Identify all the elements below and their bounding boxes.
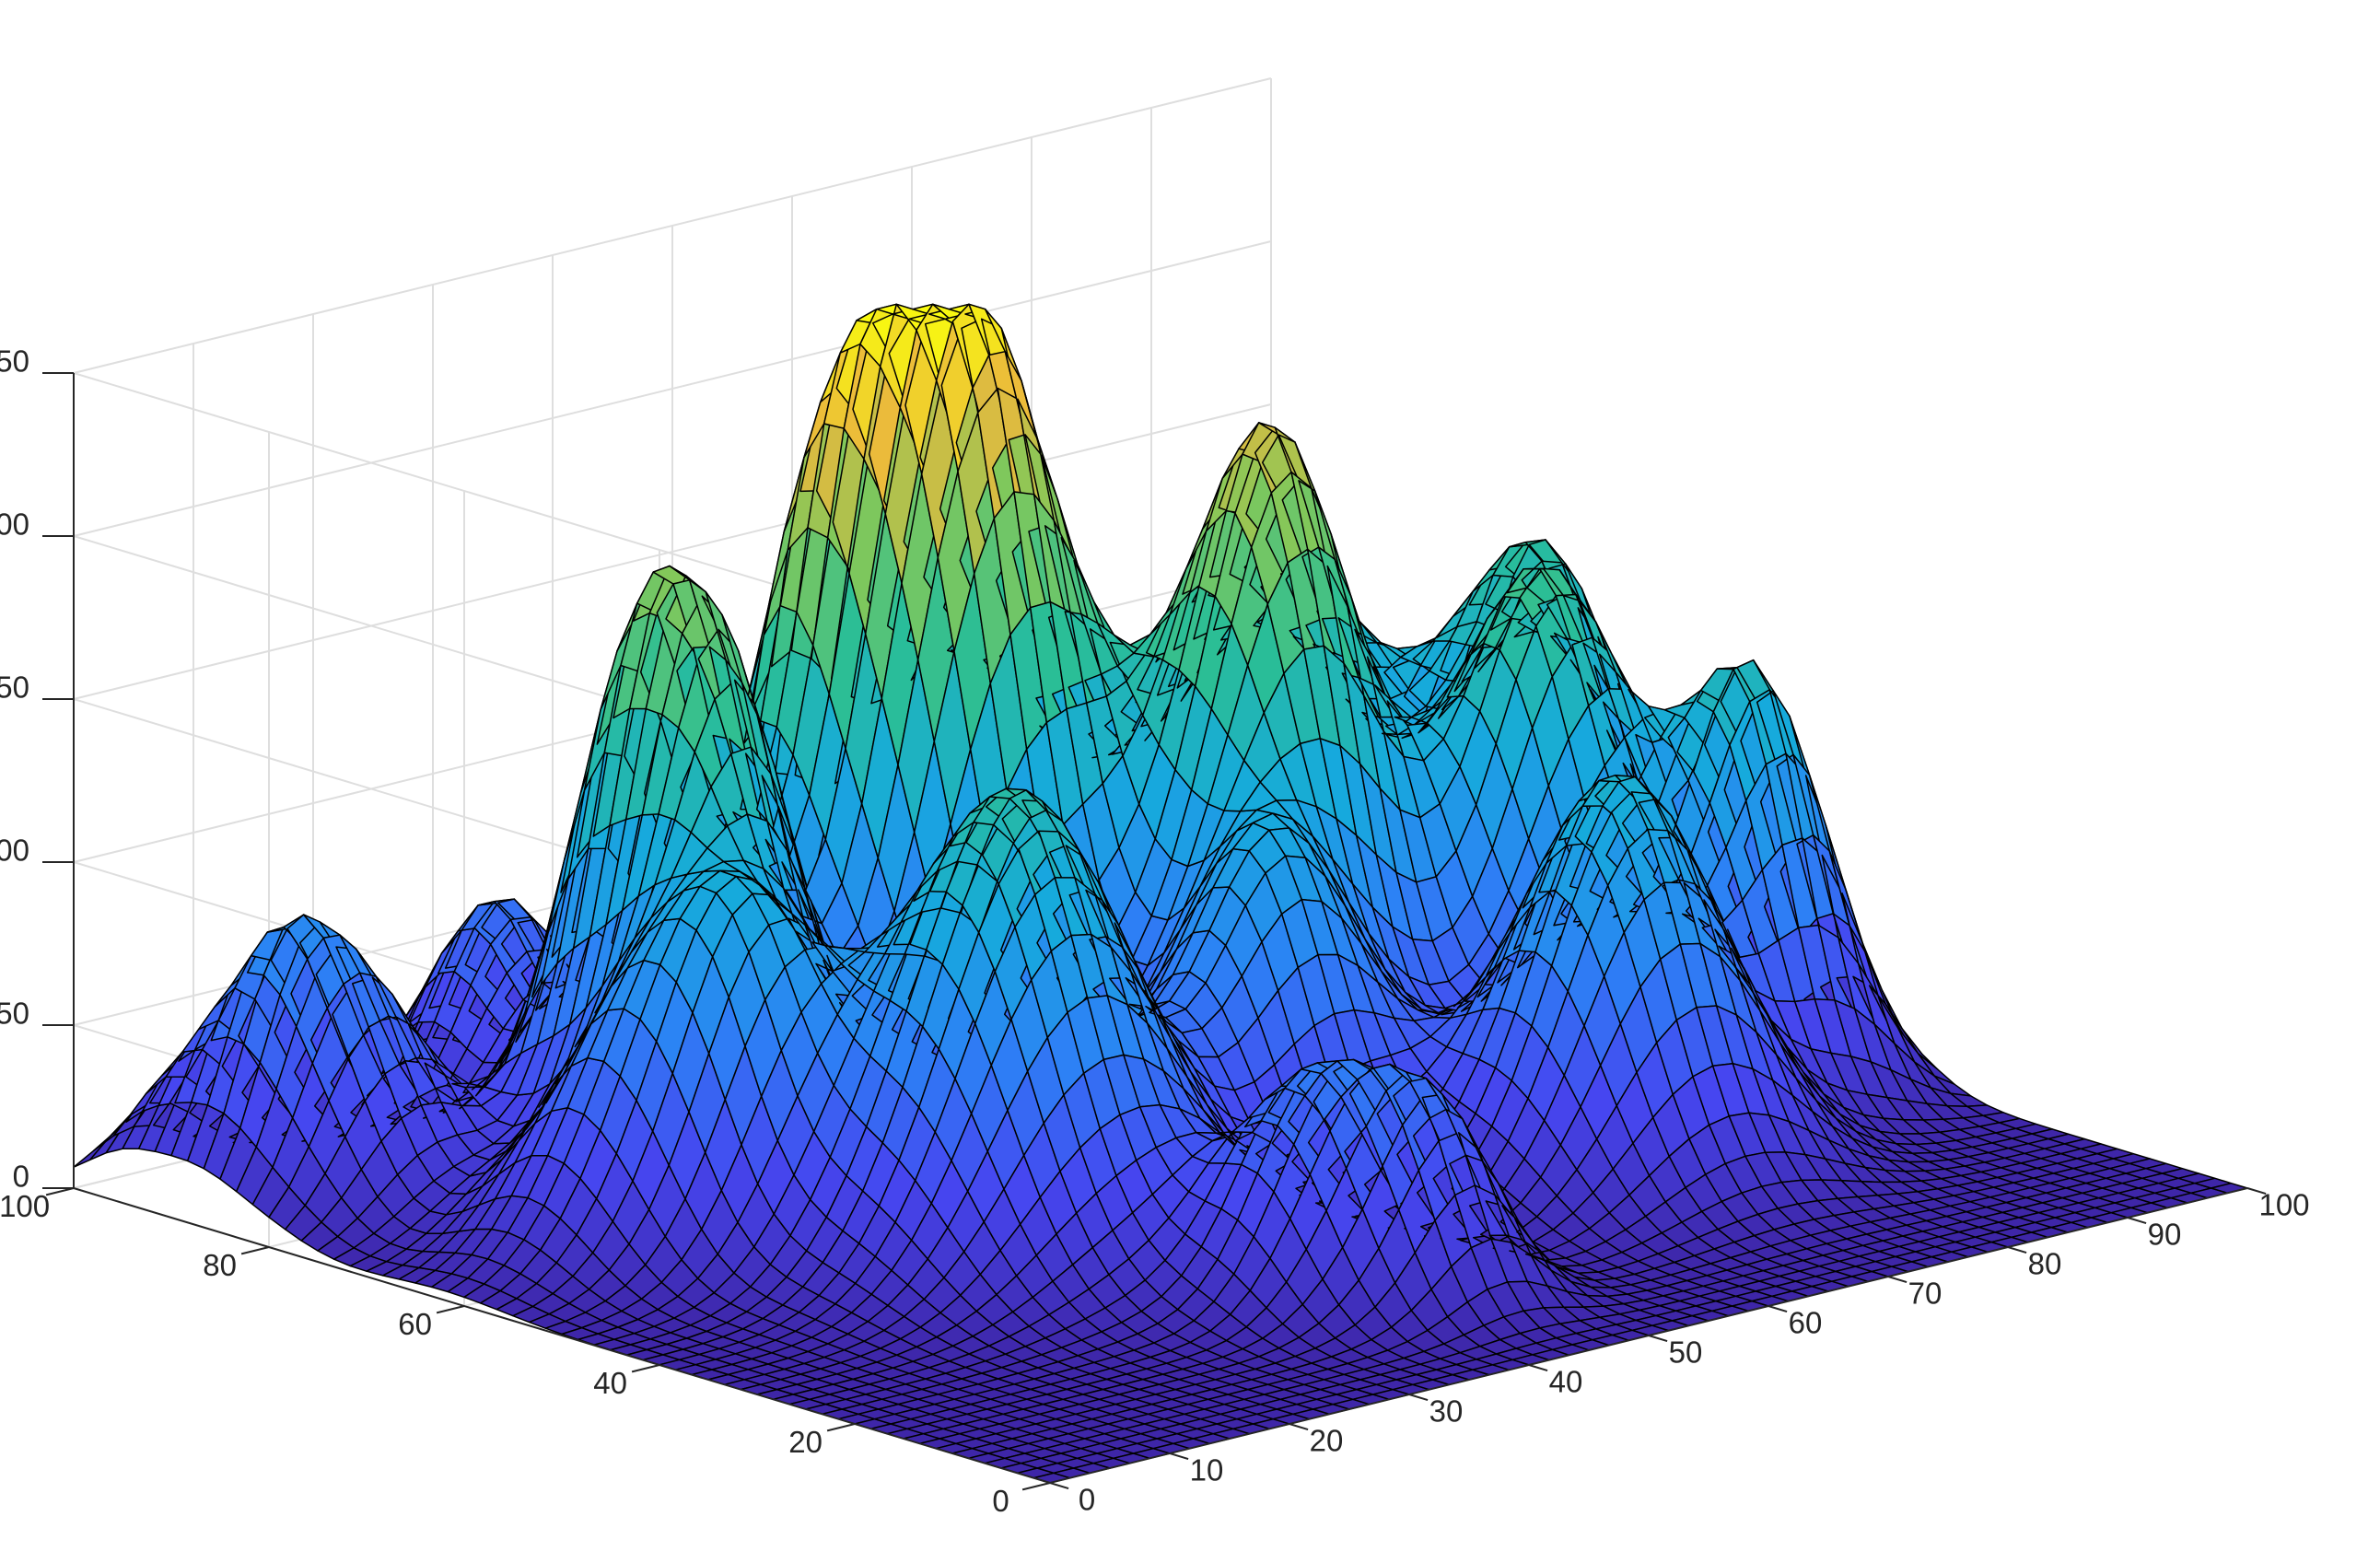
x-tick-label: 70 (1908, 1277, 1942, 1311)
x-tick (2007, 1246, 2027, 1254)
x-tick-label: 20 (1310, 1424, 1344, 1458)
z-tick-label: 50 (0, 997, 29, 1031)
y-tick (436, 1305, 465, 1314)
y-tick-label: 60 (398, 1307, 432, 1341)
x-tick (1528, 1364, 1548, 1372)
x-tick (1648, 1335, 1668, 1343)
surface (73, 303, 2248, 1484)
x-tick-label: 100 (2258, 1188, 2309, 1222)
y-axis-line (73, 1187, 1051, 1484)
x-tick-label: 10 (1190, 1453, 1224, 1487)
y-tick-label: 20 (788, 1425, 822, 1459)
y-tick (240, 1246, 270, 1255)
y-tick (45, 1187, 75, 1196)
y-tick-label: 40 (593, 1366, 627, 1400)
z-tick-label: 250 (0, 344, 29, 379)
x-tick-label: 60 (1789, 1306, 1823, 1340)
x-tick-label: 50 (1669, 1336, 1703, 1370)
z-tick-label: 0 (13, 1160, 29, 1194)
y-tick-label: 100 (0, 1189, 50, 1223)
x-tick (1768, 1305, 1788, 1313)
x-tick-label: 30 (1429, 1394, 1464, 1429)
z-tick-label: 150 (0, 671, 29, 705)
x-tick (1049, 1482, 1069, 1490)
x-tick-label: 0 (1079, 1483, 1095, 1517)
x-tick-label: 90 (2148, 1218, 2182, 1252)
x-tick-label: 80 (2028, 1247, 2062, 1281)
y-tick-label: 0 (992, 1484, 1009, 1518)
x-tick-label: 40 (1549, 1365, 1583, 1399)
x-tick (1408, 1394, 1429, 1402)
axes (42, 372, 2267, 1491)
x-tick (1887, 1276, 1908, 1284)
y-tick (1021, 1482, 1051, 1491)
x-tick (1169, 1452, 1189, 1461)
y-tick (826, 1423, 856, 1432)
y-tick-label: 80 (203, 1248, 237, 1282)
x-tick (1289, 1423, 1309, 1431)
x-tick (2127, 1217, 2147, 1225)
x-tick (2246, 1187, 2267, 1196)
z-tick-label: 100 (0, 834, 29, 868)
z-tick-label: 200 (0, 507, 29, 542)
y-tick (631, 1364, 660, 1373)
tick-labels: 0102030405060708090100020406080100050100… (0, 344, 2310, 1518)
